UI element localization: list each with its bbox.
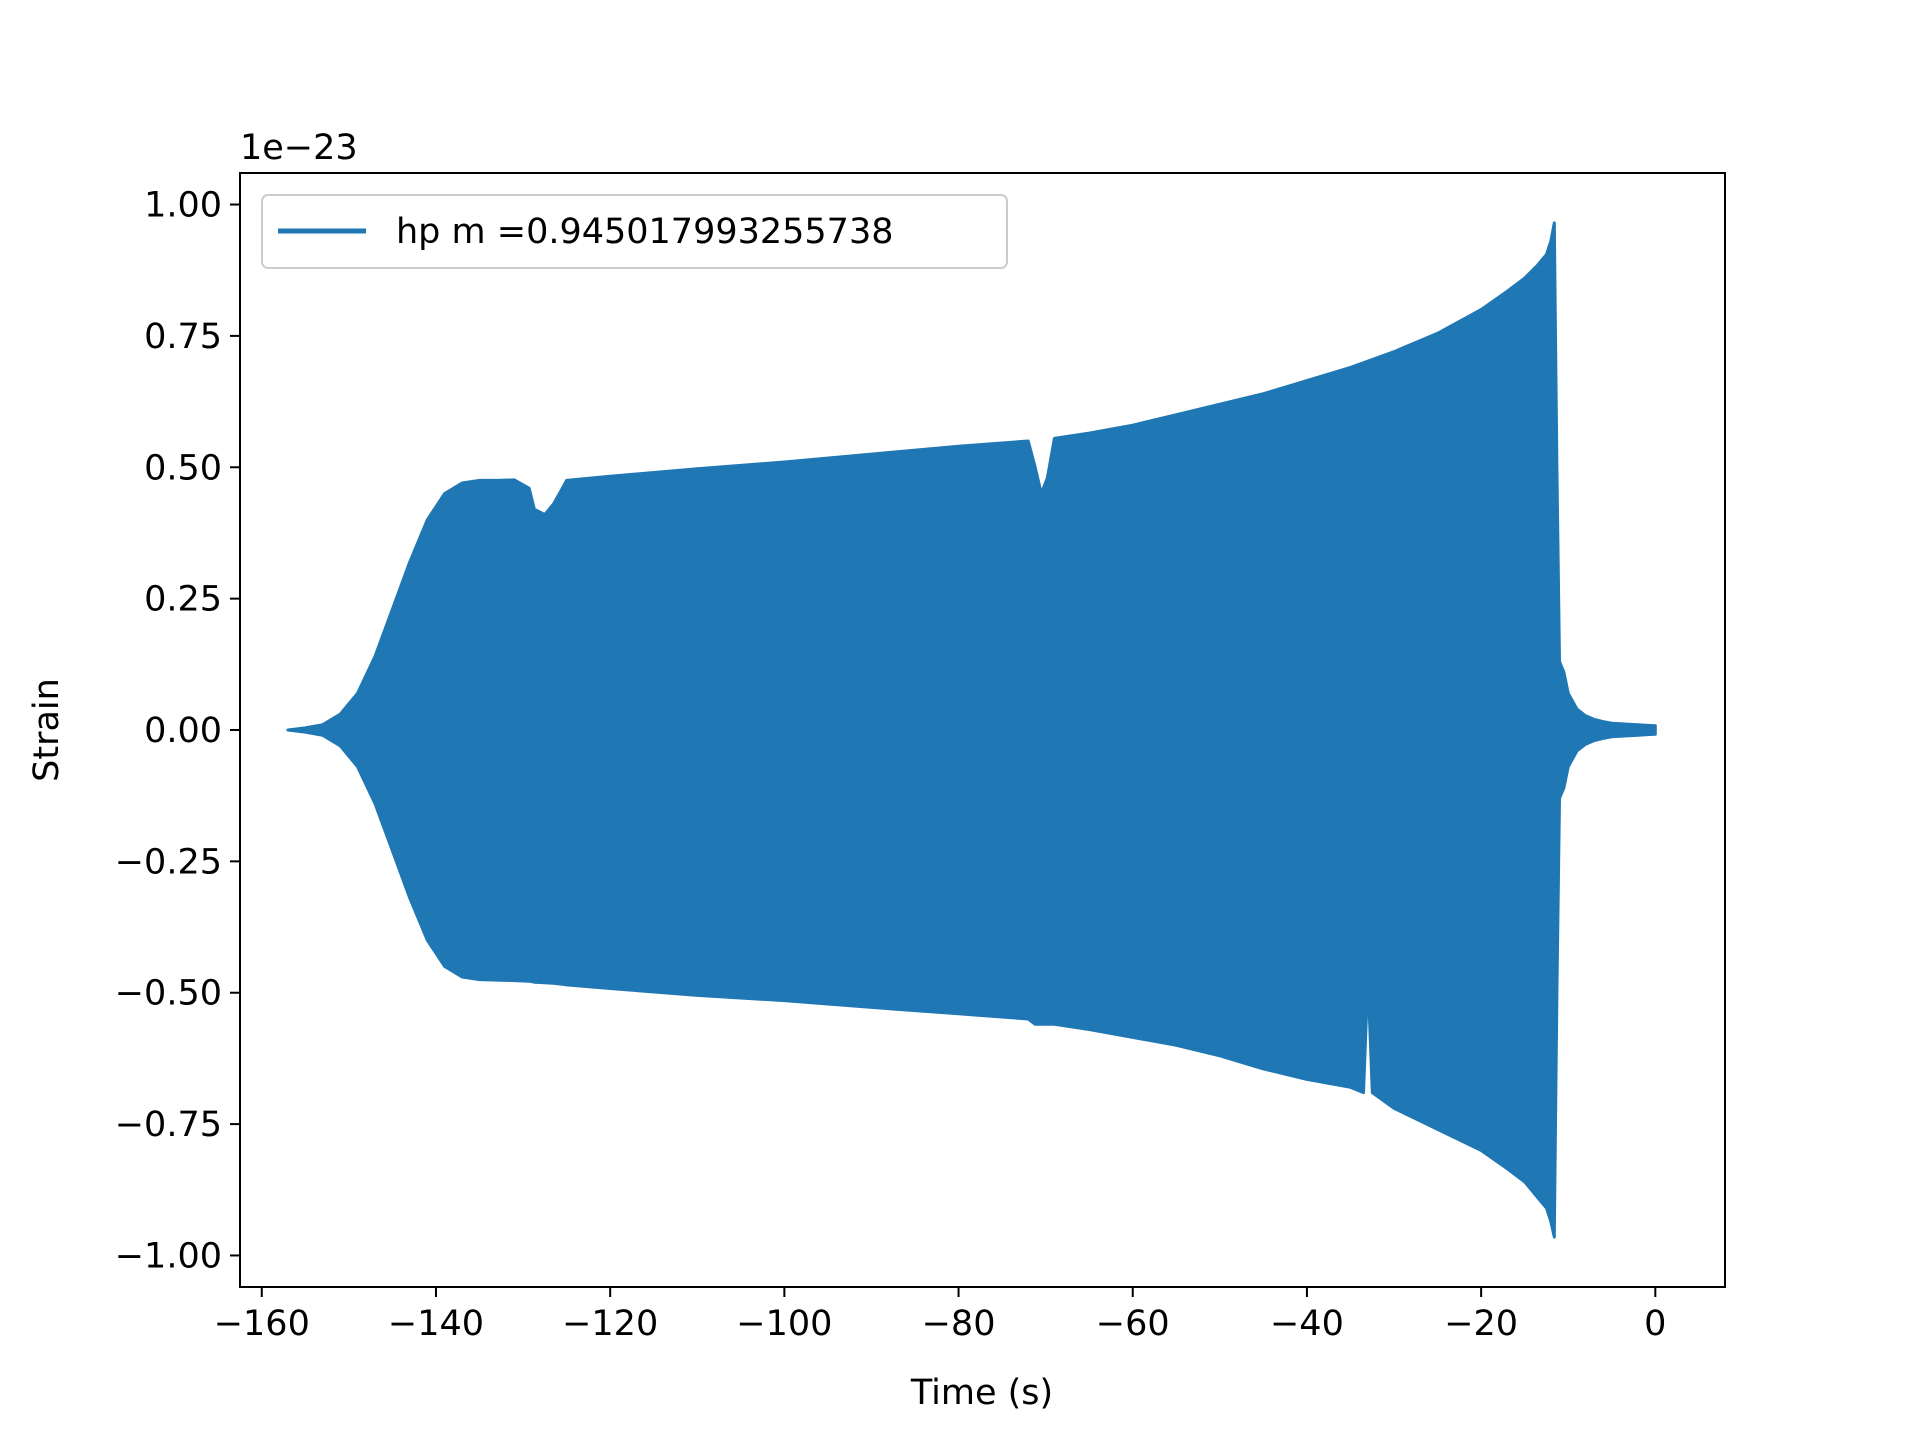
x-tick-label: −40: [1270, 1304, 1344, 1344]
x-tick-label: −140: [388, 1304, 484, 1344]
y-axis-label: Strain: [27, 678, 67, 782]
y-axis-ticks: −1.00 −0.75 −0.50 −0.25 0.00 0.25 0.50 0.75 1.00: [115, 186, 240, 1276]
x-tick-label: −160: [214, 1304, 310, 1344]
x-tick-label: −120: [562, 1304, 658, 1344]
x-tick-label: −60: [1096, 1304, 1170, 1344]
legend-box: [261, 194, 1008, 269]
y-offset-text: 1e−23: [240, 128, 358, 168]
y-tick-label: 0.75: [144, 317, 222, 357]
x-tick-label: −20: [1444, 1304, 1518, 1344]
x-axis-ticks: −160 −140 −120 −100 −80 −60 −40 −20 0: [214, 1287, 1666, 1344]
y-tick-label: 0.50: [144, 448, 222, 488]
y-tick-label: −0.75: [115, 1105, 222, 1145]
y-tick-label: 0.00: [144, 711, 222, 751]
x-axis-label: Time (s): [910, 1373, 1053, 1413]
y-tick-label: 1.00: [144, 186, 222, 226]
y-tick-label: −0.50: [115, 974, 222, 1014]
legend-label: hp m =0.945017993255738: [396, 212, 894, 252]
legend: hp m =0.945017993255738: [261, 194, 1008, 269]
series-line-0: [286, 221, 1657, 1239]
y-tick-label: 0.25: [144, 580, 222, 620]
y-tick-label: −1.00: [115, 1236, 222, 1276]
y-tick-label: −0.25: [115, 842, 222, 882]
x-tick-label: 0: [1644, 1304, 1666, 1344]
series-layer: [286, 221, 1657, 1239]
x-tick-label: −80: [922, 1304, 996, 1344]
x-tick-label: −100: [736, 1304, 832, 1344]
